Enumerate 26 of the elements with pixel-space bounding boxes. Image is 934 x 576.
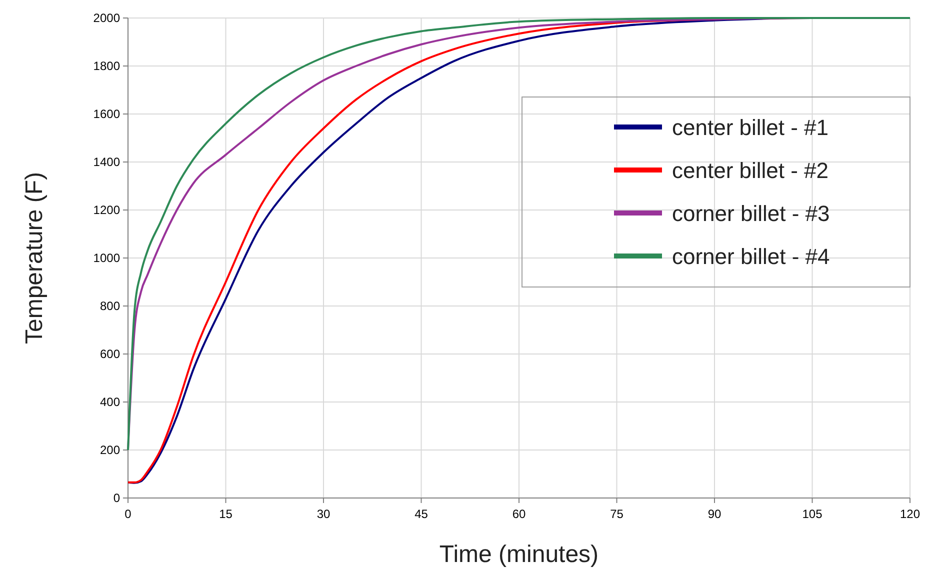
y-tick-label: 1800 xyxy=(93,59,120,73)
legend-label: corner billet - #4 xyxy=(672,244,830,269)
x-tick-label: 60 xyxy=(512,507,526,521)
legend-label: center billet - #2 xyxy=(672,158,829,183)
legend-label: center billet - #1 xyxy=(672,115,829,140)
y-tick-label: 0 xyxy=(113,491,120,505)
x-tick-label: 15 xyxy=(219,507,233,521)
x-tick-label: 45 xyxy=(414,507,428,521)
y-tick-label: 1600 xyxy=(93,107,120,121)
y-tick-label: 1400 xyxy=(93,155,120,169)
x-tick-label: 90 xyxy=(708,507,722,521)
x-tick-label: 30 xyxy=(316,507,330,521)
y-tick-label: 200 xyxy=(100,443,120,457)
x-tick-label: 120 xyxy=(900,507,920,521)
y-tick-label: 800 xyxy=(100,299,120,313)
x-tick-label: 105 xyxy=(802,507,823,521)
y-tick-label: 1200 xyxy=(93,203,120,217)
legend-label: corner billet - #3 xyxy=(672,201,830,226)
y-axis-title: Temperature (F) xyxy=(21,172,48,344)
y-tick-label: 400 xyxy=(100,395,120,409)
y-tick-label: 600 xyxy=(100,347,120,361)
x-axis-title: Time (minutes) xyxy=(439,541,599,568)
y-tick-label: 2000 xyxy=(93,11,120,25)
y-tick-label: 1000 xyxy=(93,251,120,265)
x-tick-label: 0 xyxy=(124,507,132,521)
x-tick-label: 75 xyxy=(610,507,624,521)
